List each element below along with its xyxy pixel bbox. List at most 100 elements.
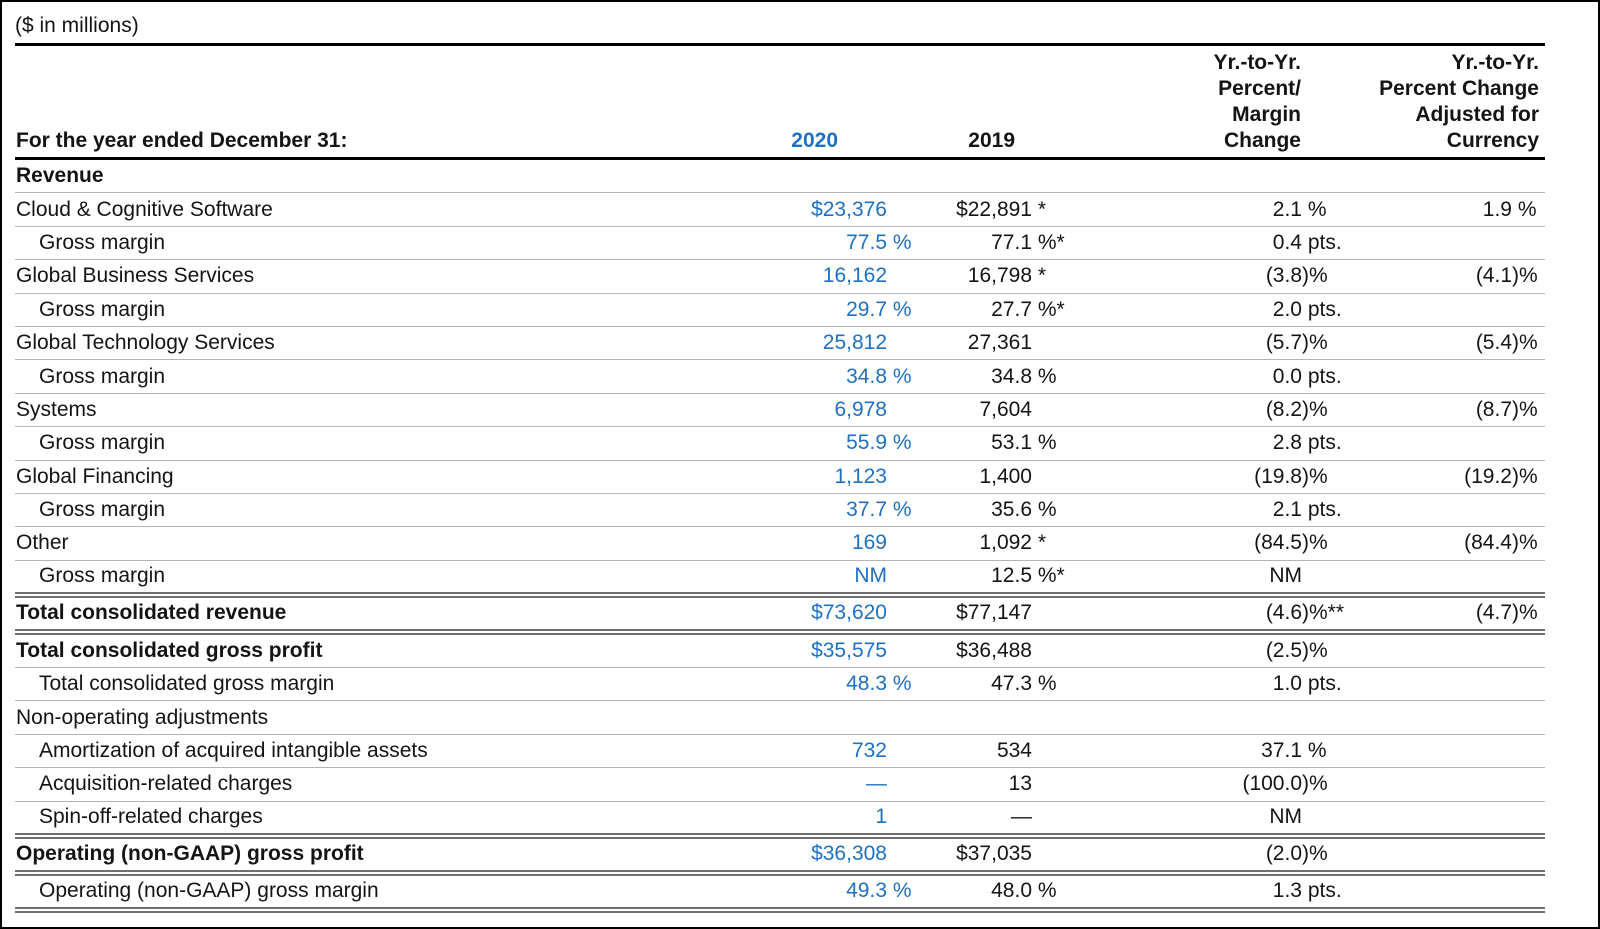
- table-row: Global Business Services 16,162 16,798 *…: [15, 260, 1545, 294]
- value-yr-to-yr-change: 0.0 pts.: [1080, 365, 1348, 389]
- row-label: Gross margin: [39, 498, 166, 522]
- value-2019-number: 1,400: [979, 464, 1032, 488]
- value-2020: $36,308: [655, 842, 917, 866]
- row-label: Cloud & Cognitive Software: [16, 197, 273, 221]
- value-2020-suffix: %: [887, 230, 912, 254]
- value-2019: 1,400: [917, 465, 1080, 489]
- value-2019-number: 534: [996, 739, 1032, 763]
- value-change-number: (3.8: [1265, 264, 1302, 288]
- column-header-yr-to-yr-currency-adjusted: Yr.-to-Yr. Percent Change Adjusted for C…: [1342, 50, 1545, 154]
- value-currency-suffix: )%: [1512, 264, 1538, 288]
- value-2020-number: 37.7: [846, 498, 887, 522]
- value-currency-suffix: )%: [1512, 464, 1538, 488]
- value-currency-number: (5.4: [1475, 331, 1512, 355]
- row-label-cell: Systems: [15, 398, 655, 422]
- value-2020: $73,620: [655, 601, 917, 625]
- value-change-number: NM: [1269, 805, 1302, 829]
- value-2020-number: 6,978: [834, 397, 887, 421]
- table-header-row: For the year ended December 31: 2020 201…: [15, 46, 1545, 160]
- value-yr-to-yr-change: (19.8)%: [1080, 465, 1348, 489]
- row-label-cell: Total consolidated gross margin: [15, 672, 655, 696]
- value-2019: 48.0 %: [917, 879, 1080, 903]
- value-2020-number: 48.3: [846, 672, 887, 696]
- value-2020-number: 1,123: [834, 464, 887, 488]
- value-2020-suffix: %: [887, 297, 912, 321]
- value-2019: 12.5 %*: [917, 564, 1080, 588]
- value-yr-to-yr-change: NM: [1080, 564, 1348, 588]
- header-line: Currency: [1446, 129, 1539, 152]
- value-2020: $35,575: [655, 639, 917, 663]
- value-change-suffix: )%**: [1302, 601, 1345, 625]
- row-label: Gross margin: [39, 431, 166, 455]
- value-2020-suffix: %: [887, 879, 912, 903]
- value-2020: 16,162: [655, 264, 917, 288]
- value-2020: 77.5 %: [655, 231, 917, 255]
- row-label: Non-operating adjustments: [16, 705, 269, 729]
- value-2019-number: 1,092: [979, 531, 1032, 555]
- value-currency-suffix: )%: [1512, 531, 1538, 555]
- value-currency-adjusted: (4.7)%: [1348, 601, 1545, 625]
- column-header-2019: 2019: [968, 129, 1015, 152]
- value-2020: 169: [655, 531, 917, 555]
- value-change-number: (2.5: [1265, 638, 1302, 662]
- value-change-suffix: pts.: [1302, 498, 1342, 522]
- value-change-number: (2.0: [1265, 842, 1302, 866]
- column-header-row-label: For the year ended December 31:: [16, 129, 348, 152]
- row-label: Gross margin: [39, 364, 166, 388]
- value-change-suffix: %: [1302, 197, 1327, 221]
- value-change-number: 1.0: [1272, 672, 1302, 696]
- value-2019: 47.3 %: [917, 672, 1080, 696]
- value-2019-number: 35.6: [991, 498, 1032, 522]
- row-label-cell: Global Financing: [15, 465, 655, 489]
- value-change-number: 0.4: [1272, 230, 1302, 254]
- value-change-suffix: )%: [1302, 638, 1328, 662]
- row-label: Gross margin: [39, 230, 166, 254]
- value-currency-suffix: %: [1512, 197, 1537, 221]
- row-label-cell: Gross margin: [15, 431, 655, 455]
- value-change-suffix: %: [1302, 739, 1327, 763]
- value-2020: 1: [655, 805, 917, 829]
- table-row: Global Financing 1,123 1,400 (19.8)% (19…: [15, 461, 1545, 494]
- row-label-cell: Gross margin: [15, 365, 655, 389]
- value-2020-number: NM: [854, 564, 887, 588]
- value-currency-suffix: )%: [1512, 397, 1538, 421]
- row-label-cell: Global Business Services: [15, 264, 655, 288]
- table-row: Amortization of acquired intangible asse…: [15, 735, 1545, 769]
- value-change-number: 2.1: [1272, 498, 1302, 522]
- value-2019-number: 7,604: [979, 397, 1032, 421]
- value-yr-to-yr-change: (84.5)%: [1080, 531, 1348, 555]
- header-line: Change: [1223, 129, 1301, 152]
- value-2020: 29.7 %: [655, 298, 917, 322]
- value-change-suffix: )%: [1302, 331, 1328, 355]
- value-2019: $22,891 *: [917, 198, 1080, 222]
- table-row: Gross margin 37.7 % 35.6 % 2.1 pts.: [15, 494, 1545, 528]
- value-currency-adjusted: 1.9 %: [1348, 198, 1545, 222]
- value-2019: 534: [917, 739, 1080, 763]
- row-label-cell: Non-operating adjustments: [15, 706, 655, 730]
- value-2020: 48.3 %: [655, 672, 917, 696]
- value-yr-to-yr-change: 2.0 pts.: [1080, 298, 1348, 322]
- row-label-cell: Acquisition-related charges: [15, 772, 655, 796]
- row-label: Revenue: [16, 164, 104, 188]
- table-row: Operating (non-GAAP) gross profit $36,30…: [15, 839, 1545, 876]
- header-line: Margin: [1232, 103, 1301, 126]
- row-label: Gross margin: [39, 297, 166, 321]
- value-change-number: 1.3: [1272, 879, 1302, 903]
- value-2020: NM: [655, 564, 917, 588]
- value-2020-number: $73,620: [811, 601, 887, 625]
- value-2020-number: 25,812: [822, 331, 887, 355]
- value-2020-number: $35,575: [811, 638, 887, 662]
- value-change-number: (8.2: [1265, 397, 1302, 421]
- value-2019-number: $22,891: [956, 197, 1032, 221]
- value-2019-number: 27,361: [967, 331, 1032, 355]
- value-currency-number: (84.4: [1464, 531, 1512, 555]
- value-currency-number: (4.1: [1475, 264, 1512, 288]
- value-currency-number: (19.2: [1464, 464, 1512, 488]
- row-label: Total consolidated revenue: [16, 601, 287, 625]
- value-currency-suffix: )%: [1512, 331, 1538, 355]
- row-label: Acquisition-related charges: [39, 772, 293, 796]
- value-change-suffix: )%: [1302, 772, 1328, 796]
- row-label: Global Financing: [16, 464, 174, 488]
- value-yr-to-yr-change: (3.8)%: [1080, 264, 1348, 288]
- value-2020: 6,978: [655, 398, 917, 422]
